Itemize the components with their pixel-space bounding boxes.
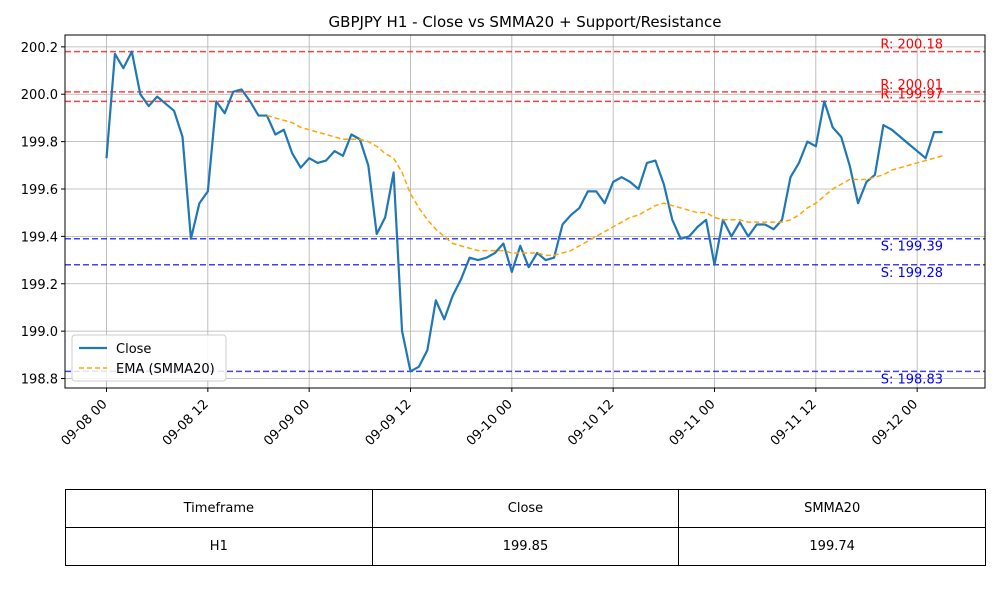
y-tick-label: 199.0 <box>21 325 58 340</box>
cell-close: 199.85 <box>371 527 680 566</box>
x-tick-label: 09-12 00 <box>869 397 921 449</box>
x-tick-label: 09-11 00 <box>667 397 719 449</box>
support-level-label: S: 199.39 <box>881 240 943 255</box>
table-header-row: Timeframe Close SMMA20 <box>65 489 986 528</box>
x-tick-label: 09-09 00 <box>261 397 313 449</box>
y-tick-label: 199.6 <box>21 183 58 198</box>
smma20-line <box>266 114 943 257</box>
header-close: Close <box>371 489 680 528</box>
chart-title: GBPJPY H1 - Close vs SMMA20 + Support/Re… <box>329 13 722 31</box>
resistance-level-label: R: 200.18 <box>880 38 943 53</box>
summary-table: Timeframe Close SMMA20 H1 199.85 199.74 <box>65 489 986 566</box>
resistance-level-label: R: 199.97 <box>880 87 943 102</box>
x-tick-label: 09-10 12 <box>565 397 617 449</box>
grid-lines <box>65 35 985 388</box>
legend-box <box>71 334 227 382</box>
legend-label-smma: EMA (SMMA20) <box>116 362 215 377</box>
close-price-line <box>105 50 943 373</box>
series-lines <box>105 50 943 373</box>
y-tick-label: 198.8 <box>21 373 58 388</box>
x-tick-label: 09-09 12 <box>363 397 415 449</box>
legend: Close EMA (SMMA20) <box>71 334 227 382</box>
support-level-label: S: 198.83 <box>881 372 943 387</box>
y-tick-label: 200.0 <box>21 88 58 103</box>
table-row: H1 199.85 199.74 <box>65 527 986 566</box>
header-smma20: SMMA20 <box>678 489 986 528</box>
x-tick-label: 09-08 00 <box>59 397 111 449</box>
resistance-level-label: R: 200.01 <box>880 78 943 93</box>
x-tick-label: 09-10 00 <box>464 397 516 449</box>
support-level-label: S: 199.28 <box>881 266 943 281</box>
legend-label-close: Close <box>116 342 151 357</box>
y-tick-label: 199.2 <box>21 278 58 293</box>
cell-timeframe: H1 <box>65 527 373 566</box>
cell-smma20: 199.74 <box>678 527 986 566</box>
plot-frame <box>64 34 986 389</box>
y-tick-label: 199.8 <box>21 136 58 151</box>
x-tick-label: 09-08 12 <box>160 397 212 449</box>
x-tick-label: 09-11 12 <box>768 397 820 449</box>
y-tick-label: 199.4 <box>21 230 58 245</box>
header-timeframe: Timeframe <box>65 489 373 528</box>
price-chart: GBPJPY H1 - Close vs SMMA20 + Support/Re… <box>21 13 986 449</box>
y-tick-label: 200.2 <box>21 41 58 56</box>
